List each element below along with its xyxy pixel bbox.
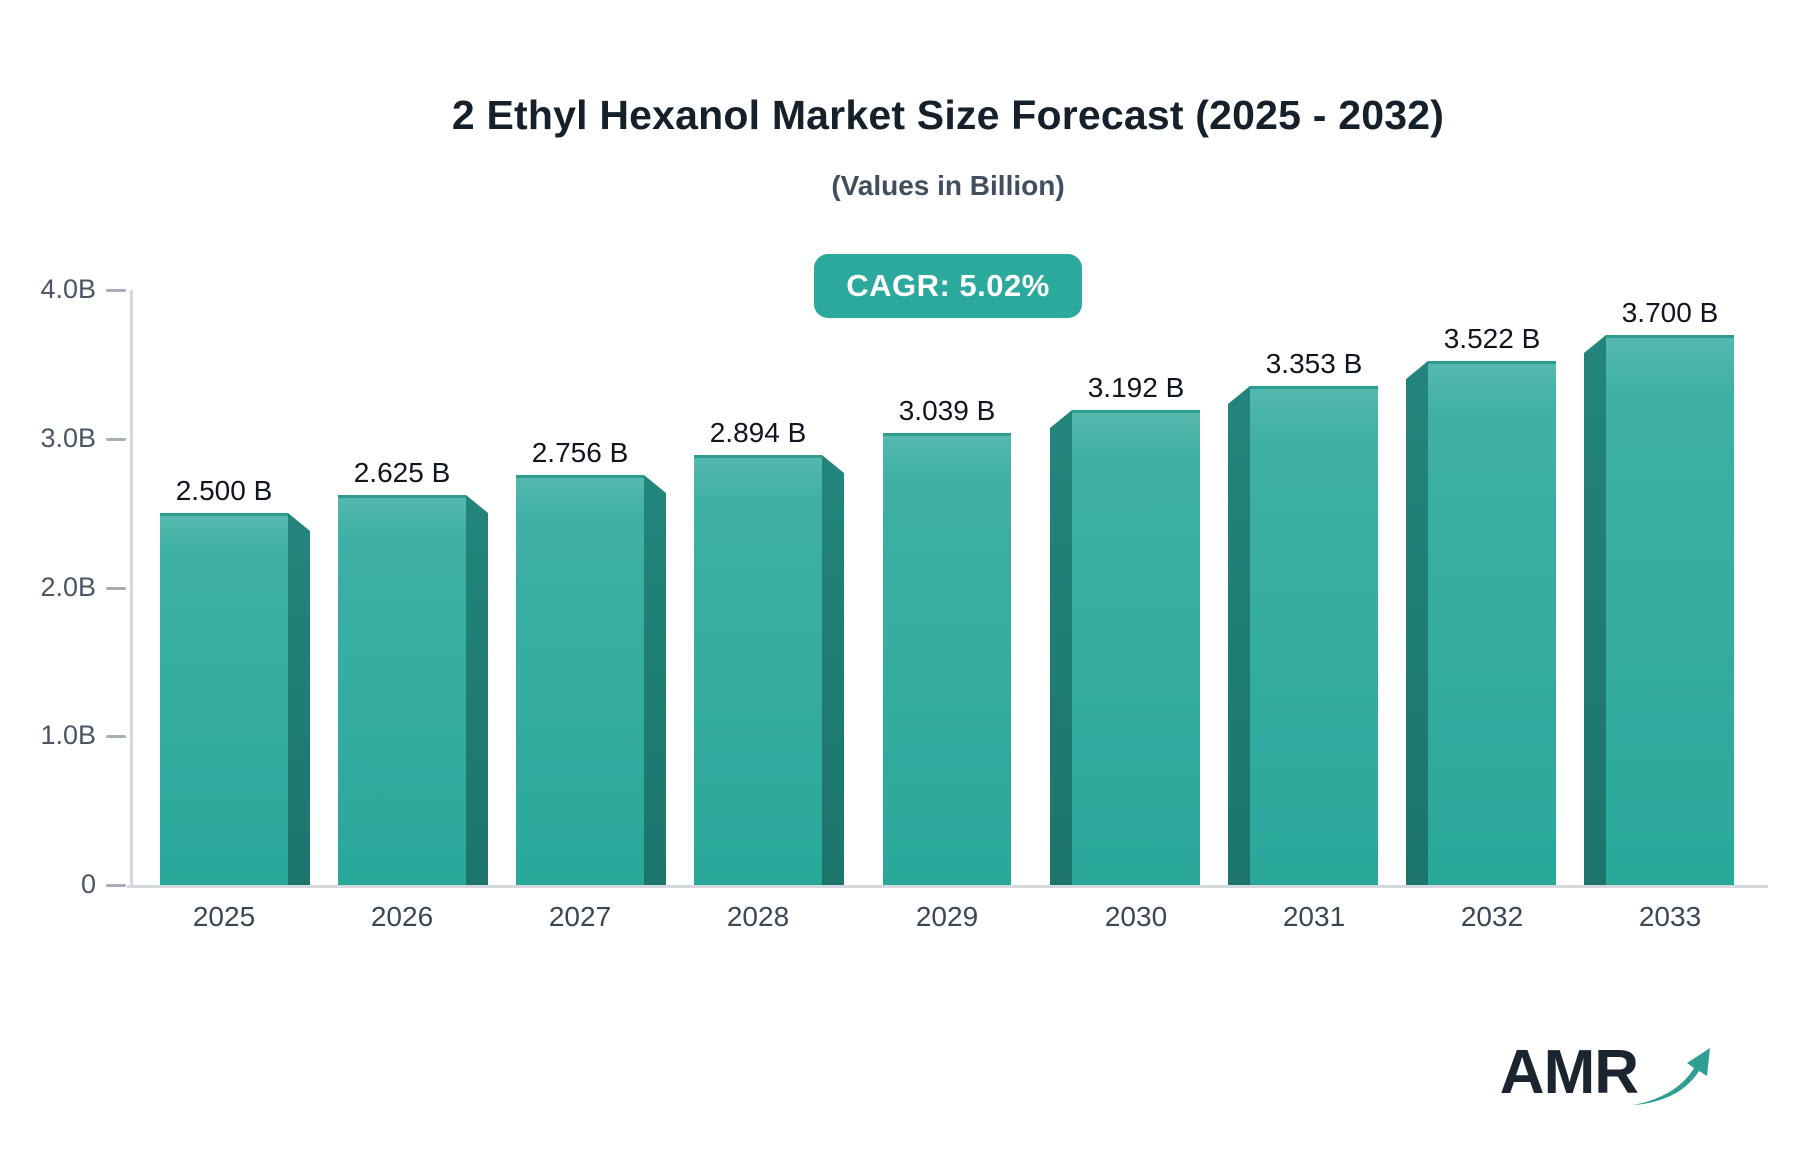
y-axis-tick-mark xyxy=(106,586,126,590)
bar-cell-2031: 3.353 B 2031 xyxy=(1214,290,1392,932)
bar-group-2027: 2.756 B 2027 xyxy=(516,437,666,932)
bar-cell-2027: 2.756 B 2027 xyxy=(502,290,680,932)
bars: 2.500 B 2025 2.625 B 2026 2.756 B 2027 2.894 B… xyxy=(146,290,1748,932)
x-axis-label: 2025 xyxy=(192,901,256,932)
cagr-badge: CAGR: 5.02% xyxy=(814,254,1082,318)
bar-2032: 3.522 B 2032 xyxy=(1428,323,1556,932)
bar-side-face xyxy=(466,495,488,885)
bar-2025: 2.500 B 2025 xyxy=(160,475,288,932)
bar-side-face xyxy=(1228,386,1250,885)
y-axis-tick-mark xyxy=(106,884,126,887)
bar-group-2030: 3.192 B 2030 xyxy=(1050,372,1200,932)
bar-value-label: 2.756 B xyxy=(531,437,629,468)
y-axis-line xyxy=(130,290,133,887)
bar-2031: 3.353 B 2031 xyxy=(1250,348,1378,932)
y-axis-tick-label: 0 xyxy=(80,869,96,899)
amr-logo: AMR xyxy=(1500,1042,1712,1108)
y-axis-tick-mark xyxy=(106,735,126,739)
y-axis-tick-label: 1.0B xyxy=(40,720,96,751)
x-axis-label: 2026 xyxy=(370,901,434,932)
bar-cell-2025: 2.500 B 2025 xyxy=(146,290,324,932)
bar-cell-2026: 2.625 B 2026 xyxy=(324,290,502,932)
growth-arrow-icon xyxy=(1633,1048,1710,1105)
bar-cell-2032: 3.522 B 2032 xyxy=(1392,290,1570,932)
bar-cell-2028: 2.894 B 2028 xyxy=(680,290,858,932)
x-axis-label: 2031 xyxy=(1282,901,1346,932)
bar-side-face xyxy=(1406,361,1428,885)
bar-group-2025: 2.500 B 2025 xyxy=(160,475,310,932)
x-axis-label: 2032 xyxy=(1460,901,1524,932)
bar-2028: 2.894 B 2028 xyxy=(694,417,822,932)
bar-value-label: 2.894 B xyxy=(709,417,807,448)
chart-title: 2 Ethyl Hexanol Market Size Forecast (20… xyxy=(451,92,1445,138)
bar-side-face xyxy=(822,455,844,885)
bar-cell-2029: 3.039 B 2029 xyxy=(858,290,1036,932)
bar-value-label: 3.192 B xyxy=(1087,372,1185,403)
y-axis-tick-mark xyxy=(106,289,126,292)
bar-2033: 3.700 B 2033 xyxy=(1606,297,1734,932)
bar-group-2029: 3.039 B 2029 xyxy=(872,395,1022,932)
bar-group-2033: 3.700 B 2033 xyxy=(1584,297,1734,932)
bar-side-face xyxy=(644,475,666,885)
x-axis-line xyxy=(127,885,1768,888)
bar-value-label: 3.353 B xyxy=(1265,348,1363,379)
bar-value-label: 3.700 B xyxy=(1621,297,1719,328)
x-axis-label: 2033 xyxy=(1638,901,1702,932)
bar-value-label: 2.500 B xyxy=(175,475,273,506)
x-axis-label: 2027 xyxy=(548,901,612,932)
bar-2030: 3.192 B 2030 xyxy=(1072,372,1200,932)
bar-value-label: 3.522 B xyxy=(1443,323,1541,354)
bar-2027: 2.756 B 2027 xyxy=(516,437,644,932)
bar-2026: 2.625 B 2026 xyxy=(338,457,466,932)
bar-value-label: 3.039 B xyxy=(898,395,996,426)
x-axis-label: 2029 xyxy=(915,901,979,932)
bar-side-face xyxy=(288,513,310,885)
bar-value-label: 2.625 B xyxy=(353,457,451,488)
x-axis-label: 2028 xyxy=(726,901,790,932)
chart-subtitle: (Values in Billion) xyxy=(831,170,1065,201)
bar-side-face xyxy=(1050,410,1072,885)
cagr-badge-row: CAGR: 5.02% xyxy=(133,254,1763,318)
bar-group-2032: 3.522 B 2032 xyxy=(1406,323,1556,932)
x-axis-label: 2030 xyxy=(1104,901,1168,932)
y-axis-tick-mark xyxy=(106,437,126,441)
bar-cell-2030: 3.192 B 2030 xyxy=(1036,290,1214,932)
bar-side-face xyxy=(1584,335,1606,885)
y-axis-tick-label: 2.0B xyxy=(40,571,96,602)
y-axis-tick-label: 3.0B xyxy=(40,422,96,453)
bar-group-2028: 2.894 B 2028 xyxy=(694,417,844,932)
bar-2029: 3.039 B 2029 xyxy=(883,395,1011,932)
y-axis: 0 1.0B 2.0B 3.0B 4.0B xyxy=(0,274,130,899)
y-axis-tick-label: 4.0B xyxy=(40,274,96,304)
bar-group-2026: 2.625 B 2026 xyxy=(338,457,488,932)
bar-group-2031: 3.353 B 2031 xyxy=(1228,348,1378,932)
amr-logo-text: AMR xyxy=(1499,1038,1639,1107)
bar-cell-2033: 3.700 B 2033 xyxy=(1570,290,1748,932)
